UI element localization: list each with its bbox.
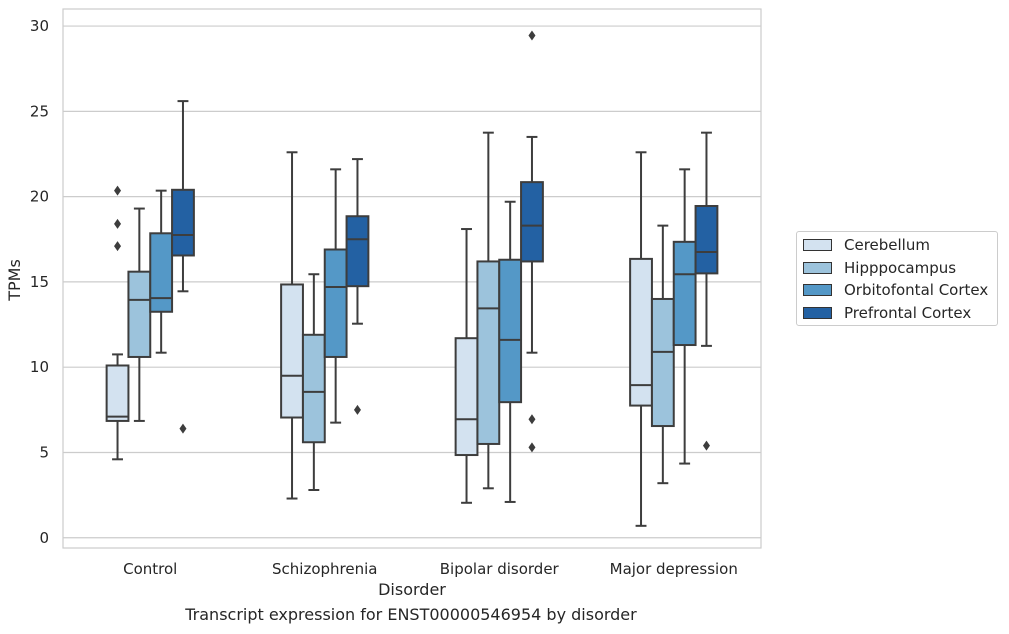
box (694, 205, 719, 275)
box-plot (498, 200, 523, 503)
y-tick-label: 30 (30, 17, 49, 35)
box-plot (650, 224, 675, 485)
box-plot (454, 228, 479, 504)
box (127, 270, 152, 358)
box-plot (301, 273, 326, 492)
box (520, 181, 544, 263)
outlier-point (528, 30, 536, 41)
box-plot (323, 168, 348, 424)
y-axis-ticks: 0 5 10 15 20 25 30 (30, 17, 49, 547)
legend-label: Prefrontal Cortex (844, 304, 972, 323)
y-tick-label: 15 (30, 273, 49, 291)
y-tick-label: 0 (39, 529, 49, 547)
legend-swatch (803, 307, 832, 320)
box (476, 260, 501, 445)
box (345, 215, 370, 288)
box-plot (280, 151, 304, 500)
chart-title: Transcript expression for ENST0000054695… (185, 605, 637, 624)
box-plot (629, 151, 653, 527)
outlier-point (702, 440, 710, 451)
x-axis-label: Disorder (378, 580, 446, 599)
y-tick-label: 10 (30, 358, 49, 376)
y-tick-label: 25 (30, 102, 49, 120)
x-tick-label: Control (123, 560, 177, 578)
box-plot (127, 207, 152, 422)
box (454, 337, 479, 457)
box (650, 297, 675, 428)
legend-label: Orbitofontal Cortex (844, 281, 989, 300)
x-tick-label: Schizophrenia (272, 560, 377, 578)
box (171, 188, 195, 257)
legend-swatch (803, 239, 832, 251)
box-plot (105, 185, 130, 461)
legend: Cerebellum Hipppocampus Orbitofontal Corte… (796, 231, 998, 326)
x-tick-label: Major depression (610, 560, 738, 578)
box (105, 364, 130, 422)
outlier-point (528, 414, 536, 425)
legend-item: Prefrontal Cortex (803, 303, 971, 323)
box-plot (149, 189, 174, 354)
outlier-point (353, 404, 361, 415)
outlier-point (114, 241, 122, 252)
box (672, 240, 697, 347)
legend-label: Cerebellum (844, 236, 930, 254)
box (498, 258, 523, 404)
outlier-point (114, 185, 122, 196)
box-plot (476, 131, 501, 490)
box-plot (520, 30, 544, 453)
legend-swatch (803, 284, 832, 297)
box (149, 232, 174, 313)
box (280, 283, 304, 419)
outlier-point (114, 218, 122, 229)
box (629, 257, 653, 407)
y-axis-label: TPMs (5, 259, 24, 302)
box-plot (345, 158, 370, 415)
legend-item: Cerebellum (803, 235, 930, 255)
y-tick-label: 20 (30, 188, 49, 206)
box (323, 248, 348, 358)
legend-swatch (803, 261, 832, 274)
x-axis-ticks: Control Schizophrenia Bipolar disorder Majo… (123, 560, 738, 578)
legend-label: Hipppocampus (844, 258, 957, 277)
box-plot (672, 168, 697, 465)
box-plots (105, 30, 719, 527)
plot-area-frame (62, 8, 762, 549)
x-tick-label: Bipolar disorder (440, 560, 560, 578)
legend-item: Hipppocampus (803, 258, 956, 278)
box-plot (694, 131, 719, 451)
outlier-point (528, 442, 536, 453)
y-tick-label: 5 (39, 443, 49, 461)
box (301, 333, 326, 444)
legend-item: Orbitofontal Cortex (803, 280, 988, 300)
box-plot (171, 100, 195, 434)
outlier-point (179, 423, 187, 434)
